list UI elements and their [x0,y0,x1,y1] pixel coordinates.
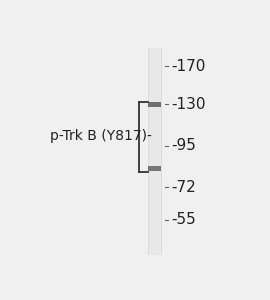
Bar [150,47,161,256]
Text: p-Trk B (Y817)-: p-Trk B (Y817)- [50,130,152,143]
Text: -130: -130 [171,97,205,112]
Bar [148,102,161,107]
Text: -95: -95 [171,138,196,153]
Text: -72: -72 [171,180,195,195]
Text: -170: -170 [171,58,205,74]
Bar [148,47,163,256]
Text: -55: -55 [171,212,195,227]
Bar [148,166,161,171]
